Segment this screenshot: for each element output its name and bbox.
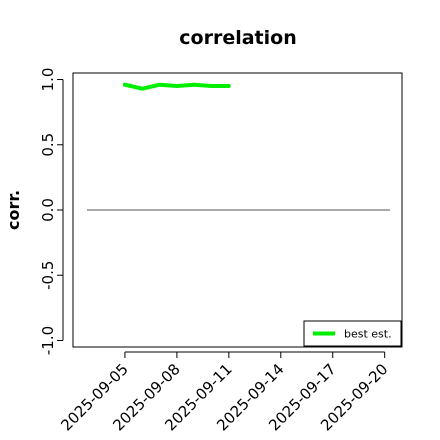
- y-tick-label: -0.5: [39, 261, 57, 290]
- series-layer: [122, 82, 231, 91]
- y-tick-label: 1.0: [39, 68, 57, 92]
- chart-title: correlation: [179, 27, 296, 49]
- y-axis: -1.0 -0.5 0.0 0.5 1.0: [39, 68, 64, 355]
- y-axis-label: corr.: [4, 190, 23, 230]
- series-line-best-est: [122, 82, 231, 91]
- x-axis: 2025-09-052025-09-082025-09-112025-09-14…: [57, 351, 392, 434]
- y-tick-label: -1.0: [39, 326, 57, 355]
- legend-label: best est.: [344, 328, 392, 341]
- y-tick-label: 0.5: [39, 133, 57, 157]
- plot-frame: [72, 72, 403, 348]
- legend: best est.: [303, 320, 402, 347]
- y-tick-label: 0.0: [39, 198, 57, 222]
